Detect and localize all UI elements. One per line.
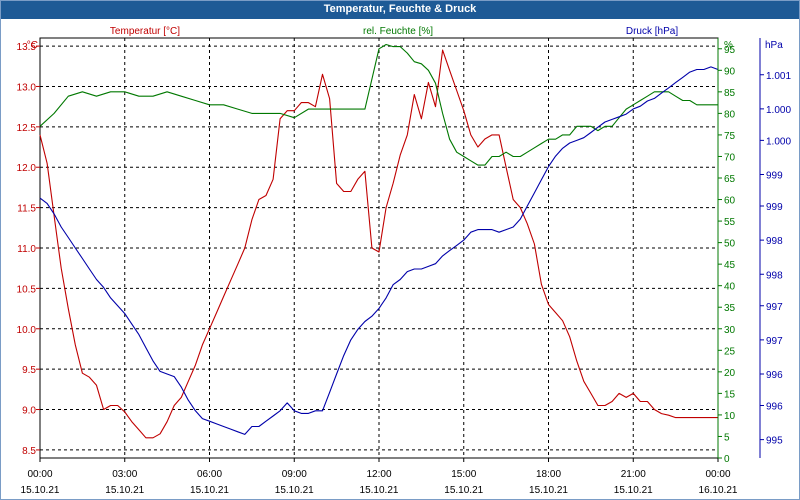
pressure-series-label: Druck [hPa] [626,26,678,37]
humidity-tick-label: 95 [724,45,736,56]
humidity-tick-label: 25 [724,346,736,357]
pressure-tick-label: 997 [766,336,783,347]
left-tick-label: 11.0 [17,244,36,255]
pressure-tick-label: 1.000 [766,105,791,116]
series-layer [39,43,719,439]
pressure-tick-label: 999 [766,202,783,213]
axes: 00:00 15.10.21 03:00 15.10.21 06:00 15.10.21 0… [17,38,791,496]
x-tick-date: 15.10.21 [529,485,568,496]
temperature-series-label: Temperatur [°C] [110,26,180,37]
x-tick-time: 15:00 [451,469,476,480]
x-tick-date: 15.10.21 [105,485,144,496]
left-tick-label: 13.0 [17,82,37,93]
humidity-tick-label: 0 [724,454,730,465]
x-tick-date: 15.10.21 [360,485,399,496]
x-tick-time: 00:00 [705,469,730,480]
left-tick-label: 10.5 [17,284,37,295]
x-tick-time: 12:00 [366,469,391,480]
x-tick-time: 00:00 [27,469,52,480]
left-tick-label: 8.5 [22,446,36,457]
x-tick-date: 15.10.21 [275,485,314,496]
pressure-tick-label: 996 [766,402,783,413]
left-axis-unit: °C [27,40,38,51]
humidity-tick-label: 70 [724,152,736,163]
pressure-tick-label: 997 [766,302,783,313]
middle-axis-unit: % [724,40,733,51]
left-tick-label: 11.5 [17,204,36,215]
x-tick-time: 06:00 [197,469,222,480]
x-tick-time: 09:00 [282,469,307,480]
x-tick-date: 16.10.21 [699,485,738,496]
x-tick-time: 18:00 [536,469,561,480]
humidity-tick-label: 30 [724,325,736,336]
left-tick-label: 9.0 [22,406,36,417]
x-tick-time: 21:00 [621,469,646,480]
humidity-tick-label: 20 [724,368,736,379]
left-tick-label: 10.0 [17,325,37,336]
left-tick-label: 12.0 [17,163,37,174]
humidity-line [39,43,718,166]
humidity-tick-label: 55 [724,217,736,228]
pressure-tick-label: 1.000 [766,136,791,147]
temperature-line [39,49,718,439]
humidity-tick-label: 5 [724,432,730,443]
right-axis-unit: hPa [765,40,783,51]
x-tick-date: 15.10.21 [190,485,229,496]
pressure-tick-label: 999 [766,171,783,182]
chart-title: Temperatur, Feuchte & Druck [323,3,477,15]
grid [40,38,718,458]
humidity-tick-label: 50 [724,239,736,250]
humidity-tick-label: 85 [724,88,736,99]
humidity-tick-label: 15 [724,389,736,400]
humidity-tick-label: 60 [724,196,736,207]
humidity-tick-label: 80 [724,109,736,120]
x-tick-time: 03:00 [112,469,137,480]
x-tick-date: 15.10.21 [614,485,653,496]
humidity-tick-label: 40 [724,282,736,293]
humidity-tick-label: 10 [724,411,736,422]
title-bar: Temperatur, Feuchte & Druck [1,1,799,19]
x-tick-date: 15.10.21 [21,485,60,496]
humidity-tick-label: 35 [724,303,736,314]
pressure-tick-label: 998 [766,236,783,247]
pressure-tick-label: 995 [766,436,783,447]
pressure-tick-label: 998 [766,270,783,281]
left-tick-label: 13.5 [17,42,37,53]
x-tick-date: 15.10.21 [444,485,483,496]
pressure-line [39,66,719,435]
pressure-tick-label: 1.001 [766,71,791,82]
humidity-tick-label: 90 [724,66,736,77]
humidity-tick-label: 75 [724,131,736,142]
left-tick-label: 12.5 [17,123,37,134]
humidity-tick-label: 45 [724,260,736,271]
humidity-series-label: rel. Feuchte [%] [363,26,433,37]
pressure-tick-label: 996 [766,370,783,381]
left-tick-label: 9.5 [22,365,36,376]
humidity-tick-label: 65 [724,174,736,185]
